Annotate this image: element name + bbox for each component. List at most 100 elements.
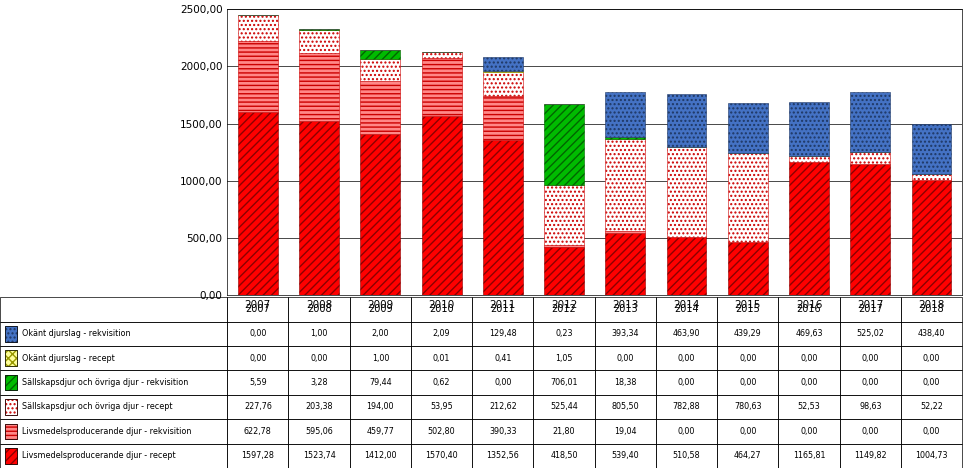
Text: 0,00: 0,00 bbox=[739, 427, 756, 436]
Text: 2012: 2012 bbox=[552, 304, 576, 314]
Bar bbox=[299, 53, 339, 121]
Text: 0,00: 0,00 bbox=[923, 427, 940, 436]
Text: 1149,82: 1149,82 bbox=[854, 451, 887, 461]
Text: 595,06: 595,06 bbox=[306, 427, 333, 436]
Text: 0,00: 0,00 bbox=[862, 354, 879, 363]
Text: 0,00: 0,00 bbox=[862, 427, 879, 436]
Text: 0,00: 0,00 bbox=[678, 378, 695, 387]
Text: 0,00: 0,00 bbox=[678, 354, 695, 363]
Bar bbox=[789, 102, 829, 156]
Text: 1,00: 1,00 bbox=[310, 329, 328, 338]
Text: 0,00: 0,00 bbox=[862, 378, 879, 387]
Text: Sällskapsdjur och övriga djur - recept: Sällskapsdjur och övriga djur - recept bbox=[21, 402, 172, 411]
Text: 1412,00: 1412,00 bbox=[365, 451, 396, 461]
Text: 2,09: 2,09 bbox=[433, 329, 451, 338]
Text: 0,00: 0,00 bbox=[249, 329, 267, 338]
Text: 3,28: 3,28 bbox=[310, 378, 328, 387]
Bar bbox=[605, 233, 645, 295]
Bar bbox=[544, 104, 584, 184]
Bar bbox=[605, 139, 645, 231]
Text: 1597,28: 1597,28 bbox=[242, 451, 275, 461]
Text: 459,77: 459,77 bbox=[366, 427, 395, 436]
Text: 0,00: 0,00 bbox=[310, 354, 328, 363]
Bar bbox=[5, 326, 17, 342]
Bar bbox=[483, 140, 523, 295]
Bar bbox=[789, 162, 829, 295]
Text: 212,62: 212,62 bbox=[489, 402, 516, 411]
Bar bbox=[5, 351, 17, 366]
Text: 1352,56: 1352,56 bbox=[486, 451, 519, 461]
Text: 502,80: 502,80 bbox=[427, 427, 455, 436]
Text: 0,62: 0,62 bbox=[433, 378, 451, 387]
Text: 2,00: 2,00 bbox=[371, 329, 389, 338]
Bar bbox=[483, 57, 523, 72]
Text: 0,00: 0,00 bbox=[923, 354, 940, 363]
Text: 2011: 2011 bbox=[490, 304, 515, 314]
Bar bbox=[5, 375, 17, 390]
Text: 464,27: 464,27 bbox=[734, 451, 762, 461]
Text: 227,76: 227,76 bbox=[244, 402, 272, 411]
Bar bbox=[605, 137, 645, 139]
Text: 2008: 2008 bbox=[307, 304, 332, 314]
Text: 439,29: 439,29 bbox=[734, 329, 762, 338]
Bar bbox=[728, 153, 768, 242]
Text: 203,38: 203,38 bbox=[306, 402, 333, 411]
Text: 463,90: 463,90 bbox=[673, 329, 700, 338]
Text: 52,22: 52,22 bbox=[921, 402, 943, 411]
Bar bbox=[483, 72, 523, 96]
Text: Okänt djurslag - rekvisition: Okänt djurslag - rekvisition bbox=[21, 329, 131, 338]
Bar bbox=[5, 375, 17, 390]
Text: 2016: 2016 bbox=[797, 304, 821, 314]
Bar bbox=[912, 180, 952, 295]
Text: 0,01: 0,01 bbox=[433, 354, 451, 363]
Text: 525,02: 525,02 bbox=[857, 329, 884, 338]
Bar bbox=[728, 242, 768, 295]
Text: 1165,81: 1165,81 bbox=[793, 451, 825, 461]
Bar bbox=[666, 147, 707, 236]
Text: 0,00: 0,00 bbox=[249, 354, 267, 363]
Text: 0,00: 0,00 bbox=[801, 354, 818, 363]
Bar bbox=[666, 236, 707, 295]
Text: 0,00: 0,00 bbox=[494, 378, 512, 387]
Bar bbox=[238, 112, 278, 295]
Bar bbox=[544, 245, 584, 247]
Bar bbox=[666, 94, 707, 147]
Text: 79,44: 79,44 bbox=[369, 378, 392, 387]
Bar bbox=[361, 81, 400, 133]
Text: 52,53: 52,53 bbox=[798, 402, 820, 411]
Text: 0,00: 0,00 bbox=[678, 427, 695, 436]
Text: Livsmedelsproducerande djur - rekvisition: Livsmedelsproducerande djur - rekvisitio… bbox=[21, 427, 190, 436]
Text: 2009: 2009 bbox=[368, 304, 393, 314]
Bar bbox=[850, 163, 891, 295]
Bar bbox=[299, 29, 339, 53]
Text: 706,01: 706,01 bbox=[550, 378, 578, 387]
Text: 5,59: 5,59 bbox=[249, 378, 267, 387]
Bar bbox=[361, 133, 400, 295]
Text: 2017: 2017 bbox=[858, 304, 883, 314]
Bar bbox=[5, 399, 17, 415]
Text: 21,80: 21,80 bbox=[553, 427, 575, 436]
Bar bbox=[605, 231, 645, 233]
Bar bbox=[361, 50, 400, 59]
Bar bbox=[544, 184, 584, 245]
Text: Sällskapsdjur och övriga djur - rekvisition: Sällskapsdjur och övriga djur - rekvisit… bbox=[21, 378, 188, 387]
Text: 53,95: 53,95 bbox=[430, 402, 453, 411]
Bar bbox=[5, 351, 17, 366]
Text: Livsmedelsproducerande djur - recept: Livsmedelsproducerande djur - recept bbox=[21, 451, 175, 461]
Text: 0,23: 0,23 bbox=[555, 329, 572, 338]
Text: 2010: 2010 bbox=[429, 304, 454, 314]
Bar bbox=[5, 424, 17, 439]
Text: 0,00: 0,00 bbox=[923, 378, 940, 387]
Bar bbox=[850, 152, 891, 163]
Text: 780,63: 780,63 bbox=[734, 402, 762, 411]
Text: 2013: 2013 bbox=[613, 304, 637, 314]
Text: 19,04: 19,04 bbox=[614, 427, 636, 436]
Text: 525,44: 525,44 bbox=[550, 402, 578, 411]
Text: 0,00: 0,00 bbox=[801, 427, 818, 436]
Bar bbox=[605, 92, 645, 137]
Text: 194,00: 194,00 bbox=[366, 402, 395, 411]
Text: 98,63: 98,63 bbox=[859, 402, 882, 411]
Bar bbox=[5, 399, 17, 415]
Bar bbox=[299, 121, 339, 295]
Text: 1,05: 1,05 bbox=[555, 354, 572, 363]
